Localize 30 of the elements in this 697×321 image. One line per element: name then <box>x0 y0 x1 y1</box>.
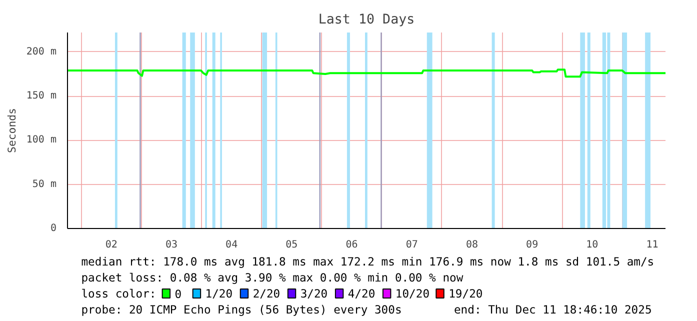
y-tick-label: 150 m <box>26 90 57 102</box>
y-tick-label: 50 m <box>32 178 57 190</box>
x-tick-label: 09 <box>526 240 538 250</box>
x-tick-label: 03 <box>165 240 178 250</box>
line-series <box>68 68 666 78</box>
legend-title: loss color: <box>81 286 156 300</box>
text: probe: 20 ICMP Echo Pings (56 Bytes) every 300s <box>81 302 402 316</box>
y-axis-title: Seconds <box>5 108 18 153</box>
x-tick-label: 05 <box>286 240 298 250</box>
legend-label: 3/20 <box>300 286 328 300</box>
y-tick-label: 100 m <box>26 134 57 146</box>
x-tick-label: 04 <box>226 240 238 250</box>
x-tick-label: 08 <box>466 240 478 250</box>
x-tick-label: 10 <box>586 240 598 250</box>
x-tick-label: 02 <box>105 240 118 250</box>
text: median rtt: 178.0 ms avg 181.8 ms max 172.2 ms min 176.9 ms now 1.8 ms sd 101.5 am/s <box>81 254 654 268</box>
x-tick-label: 07 <box>406 240 418 250</box>
legend-label: 0 <box>174 287 182 301</box>
y-tick-label: 0 <box>50 223 57 234</box>
y-tick-label: 200 m <box>26 46 57 58</box>
x-tick-label: 06 <box>346 240 358 250</box>
text: packet loss: 0.08 % avg 3.90 % max 0.00 % min 0.00 % now <box>81 270 464 284</box>
legend-label: 4/20 <box>348 286 376 300</box>
legend-label: 1/20 <box>205 286 233 300</box>
x-tick-label: 11 <box>646 240 658 250</box>
legend-label: 19/20 <box>448 286 483 300</box>
chart-title: Last 10 Days <box>318 12 415 28</box>
legend-label: 10/20 <box>395 286 430 300</box>
legend-label: 2/20 <box>252 286 280 300</box>
text: end: Thu Dec 11 18:46:10 2025 <box>454 302 652 316</box>
